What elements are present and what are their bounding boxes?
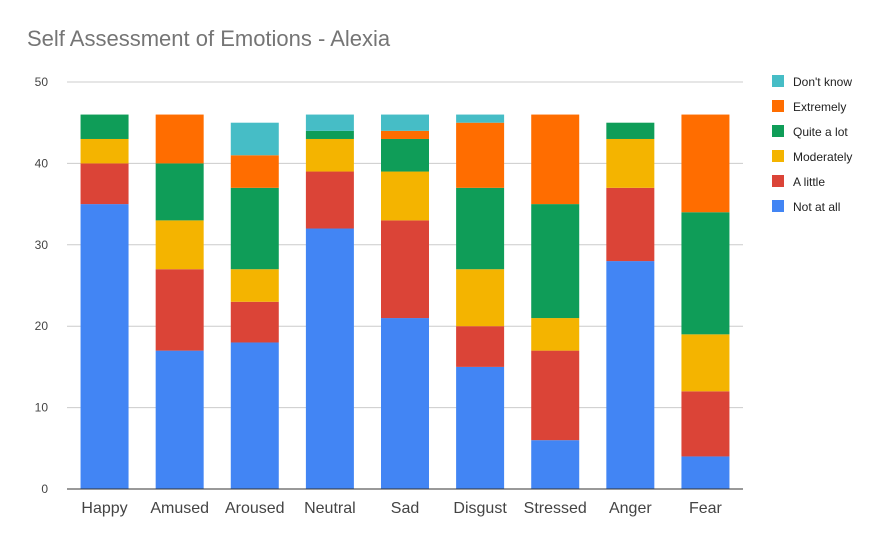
x-tick-label: Aroused [225,500,285,517]
bar-segment-stressed-extremely [531,114,580,205]
bar-segment-anger-not-at-all [606,261,655,489]
bar-segment-neutral-quite-a-lot [305,130,354,139]
bar-segment-disgust-quite-a-lot [456,187,505,270]
bar-segment-aroused-not-at-all [230,342,279,489]
bar-segment-fear-a-little [681,391,730,457]
legend-label: Not at all [793,200,840,214]
bars [80,114,730,489]
legend-label: Quite a lot [793,125,848,139]
bar-segment-stressed-a-little [531,350,580,441]
legend-swatch [772,125,784,137]
legend: Don't know Extremely Quite a lot Moderately… [772,75,852,214]
bar-segment-disgust-a-little [456,326,505,367]
bar-segment-amused-not-at-all [155,350,204,489]
bar-segment-disgust-not-at-all [456,366,505,489]
bar-segment-aroused-a-little [230,301,279,343]
legend-swatch [772,175,784,187]
bar-segment-amused-extremely [155,114,204,164]
bar-segment-sad-quite-a-lot [381,138,429,172]
bar-segment-aroused-moderately [230,269,279,302]
x-tick-label: Amused [150,500,209,517]
bar-segment-fear-not-at-all [681,456,730,489]
legend-swatch [772,150,784,162]
bar-segment-amused-quite-a-lot [155,163,204,221]
legend-swatch [772,100,784,112]
bar-segment-sad-extremely [381,130,429,139]
legend-label: Don't know [793,75,852,89]
x-tick-label: Fear [689,500,723,517]
x-tick-label: Happy [81,500,127,517]
bar-segment-sad-moderately [381,171,429,221]
legend-label: Extremely [793,100,846,114]
bar-segment-sad-don-t-know [381,114,429,131]
bar-segment-anger-quite-a-lot [606,122,655,139]
bar-segment-fear-moderately [681,334,730,392]
bar-segment-anger-a-little [606,187,655,262]
bar-segment-stressed-moderately [531,318,580,351]
bar-segment-aroused-extremely [230,155,279,188]
legend-label: A little [793,175,825,189]
y-tick-label: 40 [35,156,49,170]
bar-segment-sad-not-at-all [381,318,429,489]
bar-segment-happy-quite-a-lot [80,114,129,139]
bar-segment-happy-a-little [80,163,129,205]
bar-segment-neutral-don-t-know [305,114,354,131]
x-tick-label: Sad [391,500,419,517]
bar-segment-anger-moderately [606,138,655,188]
axes: 0 10 20 30 40 50 Happy Amused Aroused Neutral Sad D… [35,75,743,517]
x-tick-label: Disgust [453,500,507,517]
y-tick-label: 50 [35,75,49,89]
bar-segment-neutral-not-at-all [305,228,354,489]
legend-swatch [772,200,784,212]
bar-segment-fear-extremely [681,114,730,213]
bar-segment-disgust-moderately [456,269,505,327]
bar-segment-fear-quite-a-lot [681,212,730,335]
bar-segment-disgust-extremely [456,122,505,188]
bar-segment-stressed-quite-a-lot [531,204,580,319]
legend-swatch [772,75,784,87]
chart-title: Self Assessment of Emotions - Alexia [27,26,391,51]
y-tick-label: 20 [35,319,49,333]
x-tick-label: Neutral [304,500,356,517]
bar-segment-neutral-a-little [305,171,354,229]
y-tick-label: 30 [35,238,49,252]
bar-segment-happy-moderately [80,138,129,164]
legend-label: Moderately [793,150,852,164]
bar-segment-aroused-don-t-know [230,122,279,156]
bar-segment-disgust-don-t-know [456,114,505,123]
bar-segment-happy-not-at-all [80,204,129,489]
y-tick-label: 10 [35,401,49,415]
bar-segment-aroused-quite-a-lot [230,187,279,270]
x-tick-label: Stressed [524,500,587,517]
bar-segment-amused-moderately [155,220,204,270]
bar-segment-amused-a-little [155,269,204,351]
bar-segment-neutral-moderately [305,138,354,172]
y-tick-label: 0 [41,482,48,496]
bar-segment-sad-a-little [381,220,429,319]
bar-segment-stressed-not-at-all [531,440,580,489]
x-tick-label: Anger [609,500,652,517]
